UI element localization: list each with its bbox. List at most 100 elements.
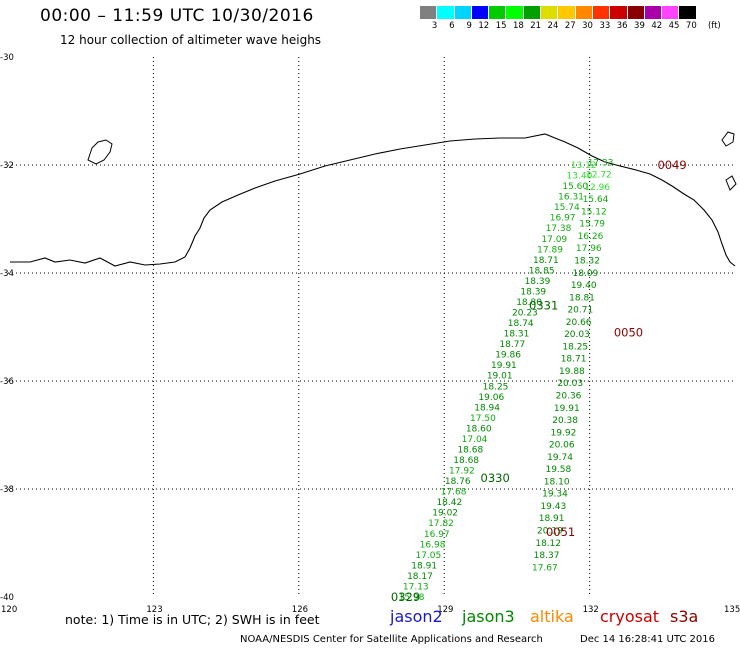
track-0330-reading: 18.39 [520,287,546,297]
credit-line: NOAA/NESDIS Center for Satellite Applica… [240,634,543,645]
track-0049-reading: 20.71 [567,306,593,316]
track-0330-reading: 18.31 [504,330,530,340]
track-0330-reading: 18.74 [508,319,534,329]
track-0049-reading: 12.72 [586,171,612,181]
color-swatch [454,6,472,19]
axis-labels: -30 -32 -34 -36 -38 -40 120 123 126 129 132 135 [0,53,740,615]
track-0049-reading: 19.58 [545,465,571,475]
longitude-label: 132 [583,605,599,615]
pass-time-label: 0050 [614,325,643,339]
track-0049-reading: 15.79 [579,220,605,230]
legend-jason2: jason2 [390,607,443,626]
color-swatch [575,6,593,19]
track-0049-reading: 20.03 [564,330,590,340]
color-swatch [489,6,507,19]
track-0330-reading: 18.85 [529,266,555,276]
track-0330-reading: 18.94 [474,403,500,413]
legend-note: note: 1) Time is in UTC; 2) SWH is in fe… [65,612,320,627]
track-0049-reading: 18.37 [534,551,560,561]
generation-timestamp: Dec 14 16:28:41 UTC 2016 [580,634,715,645]
color-swatch [592,6,611,19]
track-0330-reading: 13.12 [571,161,597,171]
color-scale-label: 15 [495,21,507,31]
track-0049-reading: 18.09 [573,269,599,279]
color-scale-label: 12 [478,21,490,31]
color-scale-label: 45 [668,21,680,31]
track-0330-reading: 20.23 [512,309,538,319]
latitude-label: -38 [0,485,14,495]
pass-time-label: 0329 [391,590,420,604]
island [87,139,113,165]
color-swatch [558,6,576,19]
color-scale-label: 6 [449,21,455,31]
track-0330-reading: 17.89 [537,245,563,255]
map-subtitle: 12 hour collection of altimeter wave hei… [60,33,322,47]
color-swatch [662,6,680,19]
track-0330-reading: 15.74 [554,203,580,213]
track-0049-reading: 19.40 [571,281,597,291]
color-swatch [437,6,455,19]
color-scale-label: 36 [616,21,628,31]
track-0049-reading: 15.64 [583,195,609,205]
longitude-label: 126 [292,605,308,615]
track-0049-reading: 17.33 [588,158,614,168]
track-0330-reading: 16.31 [558,193,584,203]
map-title: 00:00 – 11:59 UTC 10/30/2016 [40,6,314,26]
track-0049-reading: 19.34 [542,490,568,500]
color-scale-label: 30 [582,21,593,31]
color-swatch [644,6,663,19]
legend-cryosat: cryosat [600,607,660,626]
swh-readings: 17.33 12.72 12.96 15.64 15.12 15.79 16.26 17.96… [399,158,614,603]
track-0330-reading: 19.86 [495,351,521,361]
track-0049-reading: 18.10 [544,477,570,487]
track-0330-reading: 16.97 [424,530,450,540]
track-0330-reading: 18.17 [407,572,433,582]
track-0049-reading: 17.96 [576,244,602,254]
latitude-label: -36 [0,377,14,387]
pass-time-label: 0051 [546,525,575,539]
longitude-label: 120 [1,605,17,615]
track-0049-reading: 18.71 [561,355,587,365]
track-0330-reading: 15.98 [399,593,425,603]
track-0330-reading: 19.91 [491,361,517,371]
track-0330-reading: 13.40 [567,172,593,182]
track-0330-reading: 18.77 [499,340,525,350]
latitude-label: -40 [0,593,14,603]
color-scale-labels: 3 6 9 12 15 18 21 24 27 30 33 36 39 42 45 70 (ft) [420,21,721,31]
color-swatch [420,6,438,19]
legend-jason3: jason3 [462,607,515,626]
longitude-label: 135 [724,605,740,615]
track-0330-reading: 19.02 [432,509,458,519]
track-0330-reading: 17.50 [470,414,496,424]
track-0049-reading: 19.43 [540,502,566,512]
track-0330-reading: 18.42 [436,498,462,508]
wave-height-color-scale: 3 6 9 12 15 18 21 24 27 30 33 36 39 42 45 70 (ft) [420,6,721,31]
longitude-label: 129 [437,605,453,615]
color-scale-label: 3 [431,21,438,31]
color-scale-label: 18 [512,21,524,31]
color-scale-label: 39 [634,21,645,31]
track-0330-reading: 18.60 [466,424,492,434]
latitude-label: -30 [0,53,14,63]
track-0049-reading: 20.36 [556,391,582,401]
track-0049-reading: 20.38 [552,416,578,426]
track-0330-reading: 17.05 [415,551,441,561]
pass-time-label: 0049 [657,158,686,172]
track-0049-reading: 20.66 [566,318,592,328]
track-0330-reading: 17.38 [546,224,572,234]
pass-time-label: 0330 [481,471,510,485]
track-0049-reading: 15.12 [581,207,607,217]
track-0330-reading: 17.09 [541,235,567,245]
track-0330-reading: 18.68 [457,445,483,455]
color-swatch [523,6,542,19]
track-0049-reading: 19.91 [554,404,580,414]
track-0330-reading: 15.60 [562,182,588,192]
color-scale-label: 24 [547,21,559,31]
color-scale-label: 70 [685,21,697,31]
track-0049-reading: 19.74 [547,453,573,463]
color-swatch [610,6,628,19]
coastline [10,133,736,267]
track-0330-reading: 17.92 [449,467,475,477]
color-swatch [506,6,524,19]
track-0330-reading: 19.06 [478,393,504,403]
